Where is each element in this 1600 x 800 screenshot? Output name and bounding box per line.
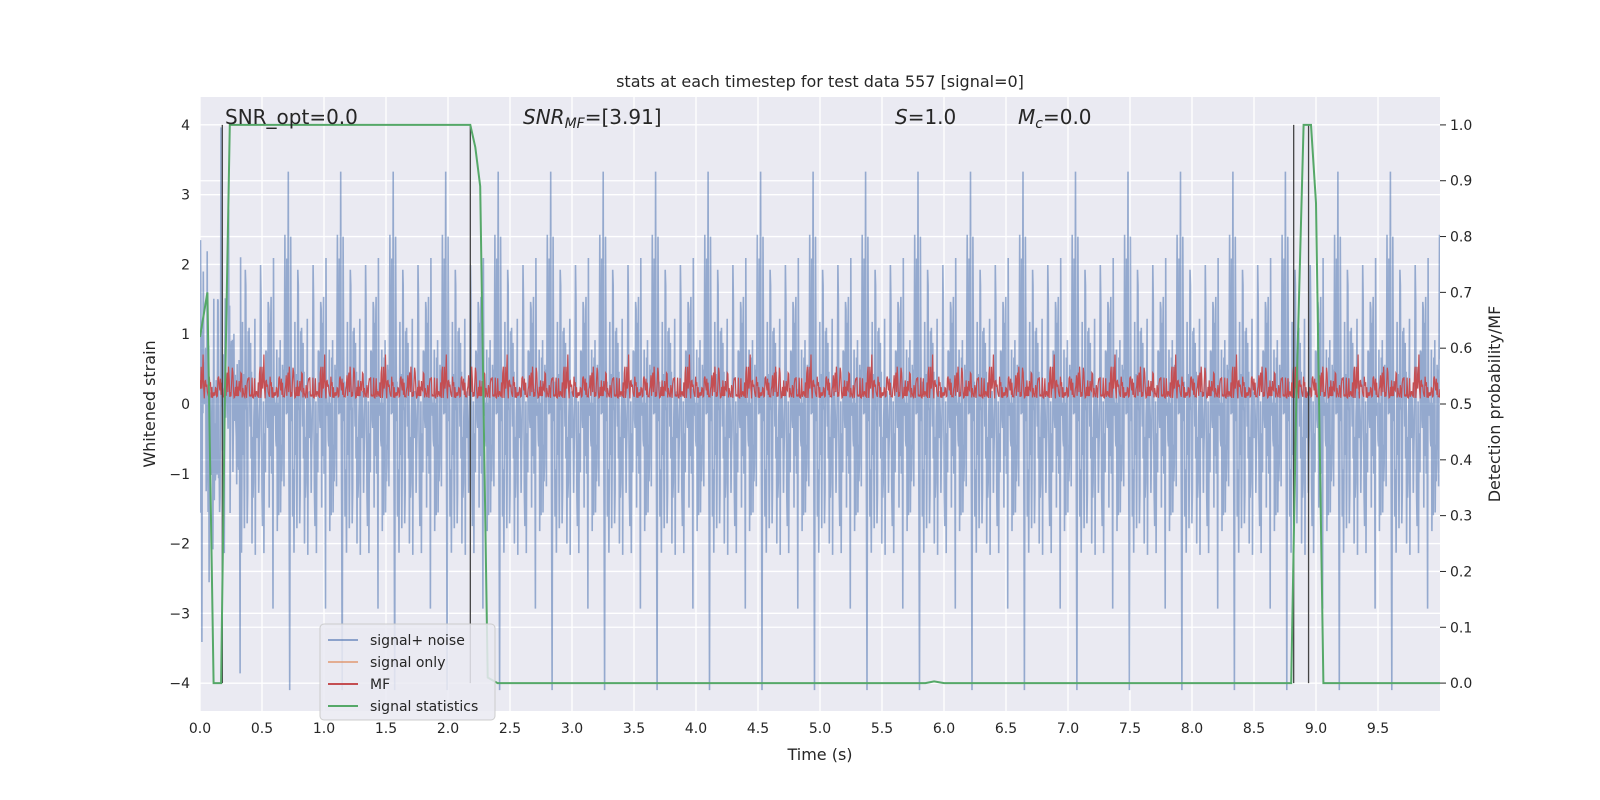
legend-label: signal+ noise [370, 633, 465, 649]
x-tick-label: 4.5 [747, 721, 769, 737]
annotation-snr-opt: SNR_opt=0.0 [225, 105, 358, 129]
y-axis-label: Whitened strain [140, 340, 159, 467]
x-tick-label: 6.0 [933, 721, 955, 737]
y-right-tick-label: 0.8 [1450, 230, 1472, 246]
x-tick-label: 8.5 [1243, 721, 1265, 737]
x-tick-label: 8.0 [1181, 721, 1203, 737]
y-right-tick-label: 0.3 [1450, 509, 1472, 525]
y-right-tick-label: 0.9 [1450, 174, 1472, 190]
annotation-snr-mf-base: SNR [523, 105, 565, 129]
annotation-snr-mf-value: =[3.91] [585, 105, 662, 129]
y-right-tick-label: 0.0 [1450, 676, 1472, 692]
annotation-s-value: =1.0 [908, 105, 957, 129]
y-right-tick-label: 0.6 [1450, 341, 1472, 357]
legend-label: MF [370, 677, 390, 693]
x-tick-label: 3.0 [561, 721, 583, 737]
annotation-mc-base: M [1018, 105, 1035, 129]
series-mf [200, 354, 1440, 400]
annotation-s-symbol: S [895, 105, 908, 129]
mf-line [200, 354, 1440, 400]
annotation-mc: Mc=0.0 [1018, 105, 1092, 132]
annotation-s: S=1.0 [895, 105, 956, 129]
x-axis-label: Time (s) [786, 745, 852, 764]
y-axis-left: 4 3 2 1 0 −1 −2 −3 −4 [169, 118, 190, 692]
x-tick-label: 9.0 [1305, 721, 1327, 737]
y-tick-label: 4 [181, 118, 190, 134]
y-tick-label: −2 [169, 537, 190, 553]
legend-label: signal statistics [370, 699, 478, 715]
x-tick-label: 1.0 [313, 721, 335, 737]
x-axis: 0.0 0.5 1.0 1.5 2.0 2.5 3.0 3.5 4.0 4.5 5.0 5.5 6.0 6… [189, 721, 1389, 737]
y-tick-label: 1 [181, 327, 190, 343]
y-right-tick-label: 0.1 [1450, 620, 1472, 636]
annotation-snr-mf: SNRMF=[3.91] [523, 105, 662, 132]
x-tick-label: 1.5 [375, 721, 397, 737]
x-tick-label: 5.5 [871, 721, 893, 737]
annotation-mc-value: =0.0 [1043, 105, 1092, 129]
annotation-snr-mf-sub: MF [565, 116, 586, 132]
y-axis-right: 1.0 0.9 0.8 0.7 0.6 0.5 0.4 0.3 0.2 0.1 0.0 [1440, 118, 1472, 692]
y-tick-label: −4 [169, 676, 190, 692]
y-axis-right-label: Detection probability/MF [1485, 306, 1504, 503]
y-right-tick-label: 0.2 [1450, 564, 1472, 580]
x-tick-label: 0.0 [189, 721, 211, 737]
x-tick-label: 5.0 [809, 721, 831, 737]
y-right-tick-label: 0.4 [1450, 453, 1472, 469]
x-tick-label: 3.5 [623, 721, 645, 737]
x-tick-label: 2.5 [499, 721, 521, 737]
y-right-tick-label: 1.0 [1450, 118, 1472, 134]
y-tick-label: 2 [181, 257, 190, 273]
y-tick-label: 0 [181, 397, 190, 413]
y-right-tick-label: 0.5 [1450, 397, 1472, 413]
x-tick-label: 2.0 [437, 721, 459, 737]
y-tick-label: −1 [169, 467, 190, 483]
x-tick-label: 7.0 [1057, 721, 1079, 737]
chart-title: stats at each timestep for test data 557… [616, 72, 1024, 91]
legend: signal+ noise signal only MF signal statist… [319, 623, 496, 721]
x-tick-label: 4.0 [685, 721, 707, 737]
annotation-mc-sub: c [1035, 116, 1043, 132]
x-tick-label: 6.5 [995, 721, 1017, 737]
y-tick-label: 3 [181, 188, 190, 204]
x-tick-label: 0.5 [251, 721, 273, 737]
x-tick-label: 9.5 [1367, 721, 1389, 737]
legend-label: signal only [370, 655, 445, 671]
x-tick-label: 7.5 [1119, 721, 1141, 737]
y-right-tick-label: 0.7 [1450, 285, 1472, 301]
y-tick-label: −3 [169, 606, 190, 622]
